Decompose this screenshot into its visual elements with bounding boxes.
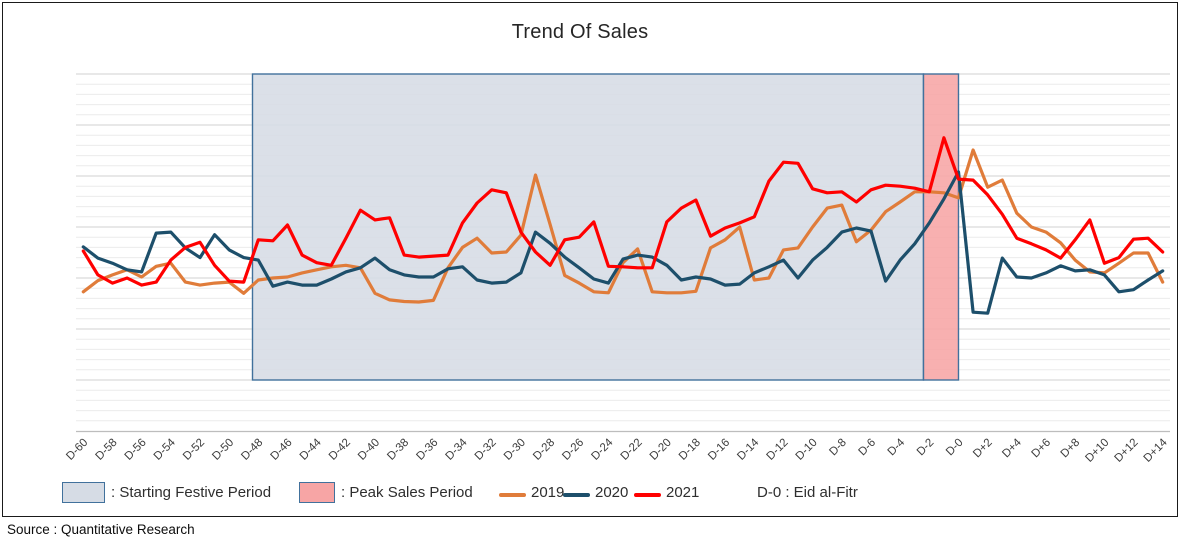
x-tick-label: D+4: [1000, 436, 1024, 460]
series-line-2021: [81, 136, 1165, 287]
x-tick-label: D-22: [619, 437, 645, 463]
x-tick-label: D+14: [1142, 436, 1171, 465]
x-tick-label: D+8: [1059, 437, 1083, 461]
x-tick-label: D-40: [356, 437, 382, 463]
series-2019-dash: [499, 493, 526, 497]
festive-period-swatch: [62, 482, 105, 503]
x-tick-label: D-32: [473, 437, 499, 463]
x-tick-label: D-52: [181, 437, 207, 463]
x-tick-label: D-6: [857, 437, 879, 459]
x-tick-label: D+12: [1112, 437, 1140, 465]
x-tick-label: D-46: [269, 437, 295, 463]
series-2021-label: 2021: [666, 484, 700, 501]
x-tick-label: D-8: [827, 437, 849, 459]
x-tick-label: D-20: [648, 437, 674, 463]
series-2020-dash: [563, 493, 590, 497]
series-2021-dash: [634, 493, 661, 497]
x-tick-label: D-48: [239, 437, 265, 463]
chart-title: Trend Of Sales: [511, 21, 649, 43]
x-tick-label: D-58: [94, 437, 120, 463]
source-note: Source : Quantitative Research: [7, 522, 195, 537]
x-tick-label: D-60: [64, 437, 90, 463]
x-tick-label: D-30: [502, 437, 528, 463]
x-tick-label: D-28: [531, 437, 557, 463]
x-tick-label: D-18: [677, 437, 703, 463]
x-tick-label: D-44: [298, 436, 325, 463]
x-tick-label: D+2: [971, 437, 995, 461]
x-tick-label: D-54: [152, 436, 179, 463]
d0-annotation: D-0 : Eid al-Fitr: [757, 484, 858, 501]
x-tick-label: D-16: [706, 437, 732, 463]
x-tick-label: D-24: [589, 436, 616, 463]
series-line-2020: [81, 170, 1165, 315]
x-tick-label: D-38: [385, 437, 411, 463]
series-2019-label: 2019: [531, 484, 565, 501]
series-line-2019: [81, 148, 1165, 304]
x-tick-label: D-42: [327, 437, 353, 463]
peak-period-swatch: [299, 482, 335, 503]
festive-period-label: : Starting Festive Period: [111, 484, 272, 501]
x-tick-label: D-36: [414, 437, 440, 463]
region-peak-sales-period: [922, 73, 960, 381]
x-tick-label: D-26: [560, 437, 586, 463]
x-tick-label: D-34: [444, 436, 471, 463]
x-tick-label: D-50: [210, 437, 236, 463]
x-tick-label: D-56: [123, 437, 149, 463]
x-tick-label: D-4: [886, 436, 908, 458]
x-tick-label: D+6: [1029, 437, 1053, 461]
x-tick-label: D-14: [735, 436, 762, 463]
peak-period-label: : Peak Sales Period: [341, 484, 473, 501]
series-2020-label: 2020: [595, 484, 629, 501]
x-tick-label: D-0: [944, 437, 966, 459]
x-tick-label: D-10: [794, 437, 820, 463]
x-tick-label: D-2: [915, 437, 937, 459]
x-tick-label: D+10: [1083, 437, 1111, 465]
x-tick-label: D-12: [765, 437, 791, 463]
